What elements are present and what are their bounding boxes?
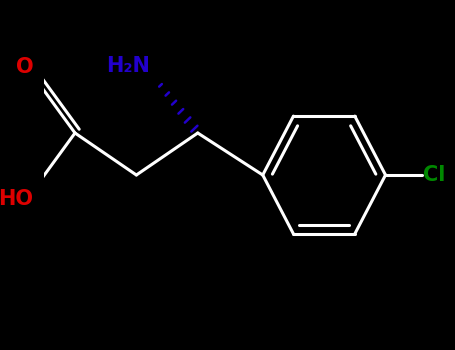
Text: Cl: Cl xyxy=(424,165,446,185)
Text: HO: HO xyxy=(0,189,34,209)
Text: O: O xyxy=(16,57,34,77)
Text: H₂N: H₂N xyxy=(106,56,150,76)
